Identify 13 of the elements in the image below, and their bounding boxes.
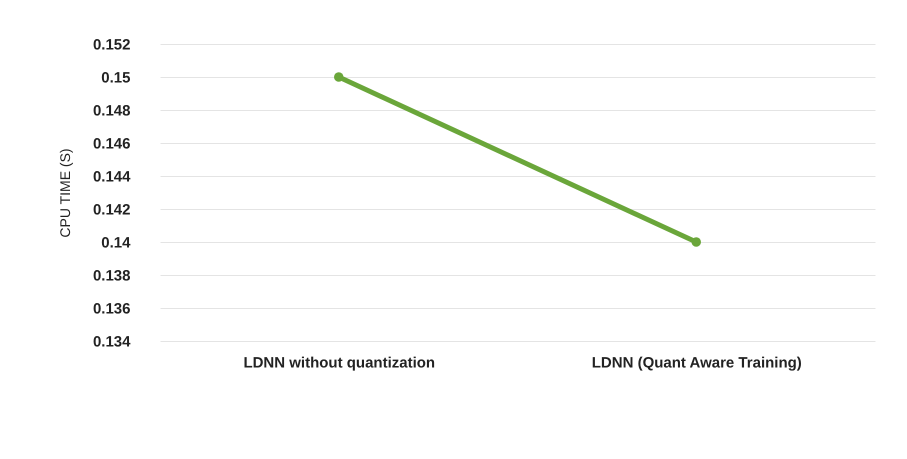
- y-axis-title: CPU TIME (S): [56, 148, 73, 238]
- y-tick-label: 0.14: [101, 234, 132, 252]
- y-tick-label: 0.152: [92, 36, 130, 54]
- x-tick-label: LDNN (Quant Aware Training): [592, 354, 802, 372]
- y-tick-label: 0.142: [92, 202, 130, 218]
- y-tick-label: 0.138: [92, 268, 130, 284]
- y-tick-label: 0.136: [92, 300, 130, 318]
- y-tick-label: 0.134: [92, 334, 132, 350]
- y-tick-label: 0.146: [92, 136, 130, 152]
- y-tick-label: 0.148: [92, 102, 130, 120]
- y-tick-label: 0.15: [101, 70, 130, 86]
- y-tick-label: 0.144: [92, 168, 132, 186]
- x-tick-label: LDNN without quantization: [243, 354, 436, 372]
